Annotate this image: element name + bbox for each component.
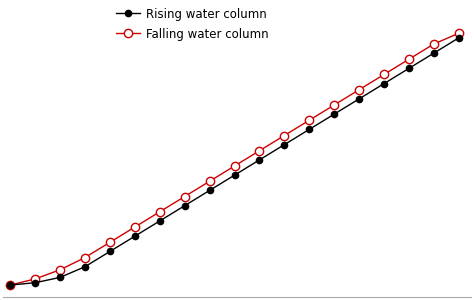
- Rising water column: [331, 112, 337, 116]
- Falling water column: [82, 256, 88, 260]
- Rising water column: [256, 158, 262, 162]
- Rising water column: [406, 67, 412, 70]
- Rising water column: [306, 128, 312, 131]
- Falling water column: [306, 118, 312, 122]
- Falling water column: [8, 283, 13, 287]
- Falling water column: [406, 57, 412, 61]
- Rising water column: [431, 51, 437, 55]
- Rising water column: [207, 189, 212, 192]
- Falling water column: [232, 164, 237, 168]
- Line: Rising water column: Rising water column: [7, 35, 462, 288]
- Falling water column: [157, 210, 163, 214]
- Falling water column: [381, 73, 387, 76]
- Falling water column: [431, 42, 437, 46]
- Rising water column: [182, 204, 188, 208]
- Rising water column: [82, 265, 88, 268]
- Rising water column: [381, 82, 387, 85]
- Falling water column: [331, 103, 337, 107]
- Line: Falling water column: Falling water column: [6, 29, 463, 289]
- Falling water column: [32, 277, 38, 281]
- Rising water column: [157, 219, 163, 223]
- Rising water column: [282, 143, 287, 146]
- Rising water column: [32, 281, 38, 284]
- Rising water column: [232, 173, 237, 177]
- Falling water column: [107, 241, 113, 244]
- Falling water column: [57, 268, 63, 272]
- Rising water column: [57, 276, 63, 279]
- Falling water column: [456, 32, 462, 35]
- Rising water column: [456, 36, 462, 40]
- Legend: Rising water column, Falling water column: Rising water column, Falling water colum…: [112, 3, 273, 45]
- Rising water column: [356, 97, 362, 101]
- Falling water column: [282, 134, 287, 137]
- Falling water column: [132, 225, 137, 229]
- Falling water column: [356, 88, 362, 92]
- Rising water column: [8, 283, 13, 287]
- Falling water column: [256, 149, 262, 153]
- Falling water column: [207, 179, 212, 183]
- Rising water column: [107, 250, 113, 253]
- Falling water column: [182, 195, 188, 198]
- Rising water column: [132, 234, 137, 238]
